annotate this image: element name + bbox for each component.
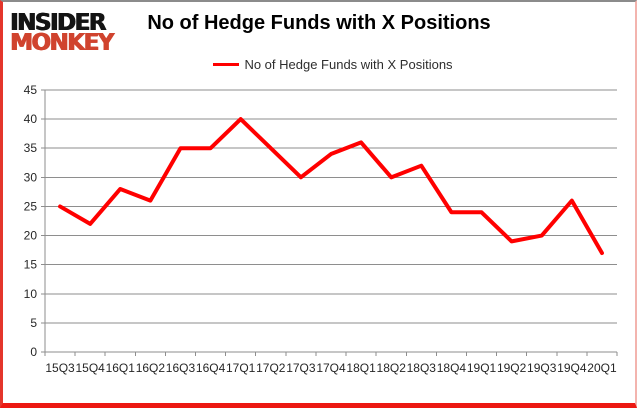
svg-text:18Q1: 18Q1 — [346, 361, 376, 375]
svg-text:45: 45 — [24, 83, 38, 97]
chart-title: No of Hedge Funds with X Positions — [147, 12, 491, 34]
svg-text:19Q2: 19Q2 — [497, 361, 527, 375]
svg-text:15Q3: 15Q3 — [45, 361, 75, 375]
svg-text:16Q3: 16Q3 — [166, 361, 196, 375]
x-axis-ticks — [44, 352, 618, 356]
y-axis-ticks — [41, 89, 45, 353]
svg-text:35: 35 — [24, 141, 38, 155]
svg-text:0: 0 — [30, 345, 37, 359]
y-axis-labels: 0 5 10 15 20 25 30 35 40 45 — [24, 83, 38, 359]
series-line — [58, 117, 604, 256]
insider-monkey-logo: INSIDER MONKEY — [10, 10, 114, 56]
svg-text:18Q4: 18Q4 — [437, 361, 467, 375]
svg-text:16Q2: 16Q2 — [136, 361, 166, 375]
svg-text:18Q3: 18Q3 — [407, 361, 437, 375]
logo-insider-text: INSIDER — [10, 10, 106, 36]
svg-text:17Q4: 17Q4 — [316, 361, 346, 375]
svg-text:19Q3: 19Q3 — [527, 361, 557, 375]
x-axis-labels: 15Q3 15Q4 16Q1 16Q2 16Q3 16Q4 17Q1 17Q2 17Q3 17Q4… — [45, 361, 617, 375]
svg-text:15: 15 — [24, 258, 38, 272]
gridlines — [45, 89, 617, 324]
legend-line-swatch — [213, 63, 240, 66]
svg-text:15Q4: 15Q4 — [75, 361, 105, 375]
logo-monkey-text: MONKEY — [10, 30, 114, 56]
svg-text:40: 40 — [24, 112, 38, 126]
svg-text:30: 30 — [24, 170, 38, 184]
svg-text:10: 10 — [24, 287, 38, 301]
svg-text:16Q1: 16Q1 — [106, 361, 136, 375]
axes — [44, 90, 617, 356]
svg-text:19Q4: 19Q4 — [557, 361, 587, 375]
svg-text:17Q2: 17Q2 — [256, 361, 286, 375]
svg-text:17Q1: 17Q1 — [226, 361, 256, 375]
svg-text:19Q1: 19Q1 — [467, 361, 497, 375]
svg-text:20Q1: 20Q1 — [587, 361, 617, 375]
svg-text:16Q4: 16Q4 — [196, 361, 226, 375]
svg-text:18Q2: 18Q2 — [377, 361, 407, 375]
legend: No of Hedge Funds with X Positions — [3, 57, 635, 72]
svg-text:25: 25 — [24, 199, 38, 213]
svg-text:17Q3: 17Q3 — [286, 361, 316, 375]
svg-text:20: 20 — [24, 229, 38, 243]
svg-text:5: 5 — [30, 316, 37, 330]
legend-label: No of Hedge Funds with X Positions — [244, 57, 453, 72]
